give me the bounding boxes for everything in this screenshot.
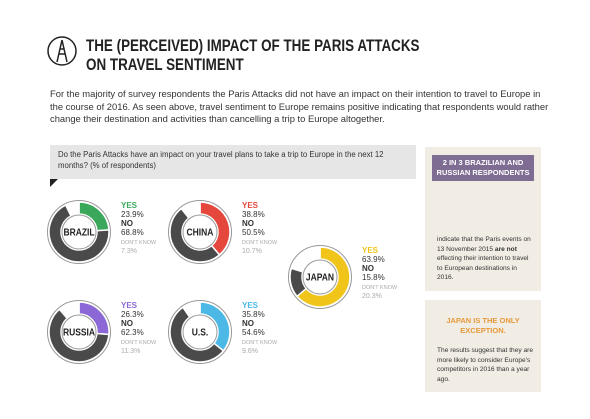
legend-category: DON'T KNOW [121,240,157,246]
donut-segment [64,201,80,217]
value-label: 15.8% [362,273,385,282]
legend-category: NO [121,319,133,328]
donut-segment [295,246,351,308]
legend-category: NO [362,264,374,273]
donut-segment [181,301,201,319]
donut-segment [169,306,225,363]
value-label: 11.3% [121,348,140,355]
donut-segment [290,246,321,273]
text: effecting their intention to travel to E… [437,255,529,281]
legend-category: NO [242,219,254,228]
value-label: 23.9% [121,210,144,219]
value-label: 62.3% [121,328,144,337]
question: Do the Paris Attacks have an impact on y… [58,150,384,170]
value-label: 50.5% [242,228,265,237]
intro: For the majority of survey respondents t… [50,88,549,124]
value-label: 9.6% [242,348,258,355]
value-label: 54.6% [242,328,265,337]
title: THE (PERCEIVED) IMPACT OF THE PARIS ATTA… [86,36,420,74]
value-label: 20.3% [362,293,382,300]
value-label: 7.3% [121,248,137,255]
text-bold: are not [494,245,517,253]
value-label: 10.7% [242,248,262,255]
donut-segment [180,201,201,219]
country-label: CHINA [187,227,214,238]
callout-text: indicate that the Paris events on 13 Nov… [437,235,535,283]
donut-outline [47,300,111,364]
legend-category: YES [242,201,259,210]
legend-category: YES [121,201,138,210]
text: indicate that the Paris events on 13 Nov… [437,236,531,253]
value-label: 38.8% [242,210,265,219]
donut-inner-outline [61,214,97,250]
donut-inner-outline [302,259,338,295]
legend-category: NO [242,319,254,328]
callout-heading: 2 IN 3 BRAZILIAN AND RUSSIAN RESPONDENTS [432,155,534,181]
callout-heading: JAPAN IS THE ONLY EXCEPTION. [446,316,520,335]
question-box [50,145,416,179]
legend-category: YES [242,301,259,310]
value-label: 35.8% [242,310,265,319]
value-label: 68.8% [121,228,144,237]
legend-category: DON'T KNOW [242,240,278,246]
legend-category: DON'T KNOW [242,340,278,346]
country-label: BRAZIL [63,227,94,238]
donut-segment [58,301,80,320]
donut-outline [288,245,352,309]
country-label: JAPAN [306,272,334,283]
legend-category: YES [121,301,138,310]
donut-inner-outline [182,314,218,350]
legend-category: DON'T KNOW [121,340,157,346]
legend-category: YES [362,246,379,255]
donut-segment [48,308,110,363]
country-label: RUSSIA [63,327,95,338]
tower-icon [47,36,77,66]
callout-text: The results suggest that they are more l… [437,347,534,383]
value-label: 26.3% [121,310,144,319]
donut-inner-outline [61,314,97,350]
box-corner [50,179,58,187]
donut-inner-outline [182,214,218,250]
legend-category: DON'T KNOW [362,285,398,291]
country-label: U.S. [192,327,209,338]
donut-outline [168,300,232,364]
value-label: 63.9% [362,255,385,264]
legend-category: NO [121,219,133,228]
donut-outline [47,200,111,264]
donut-segment [48,204,110,263]
callout-box [425,300,541,392]
donut-outline [168,200,232,264]
